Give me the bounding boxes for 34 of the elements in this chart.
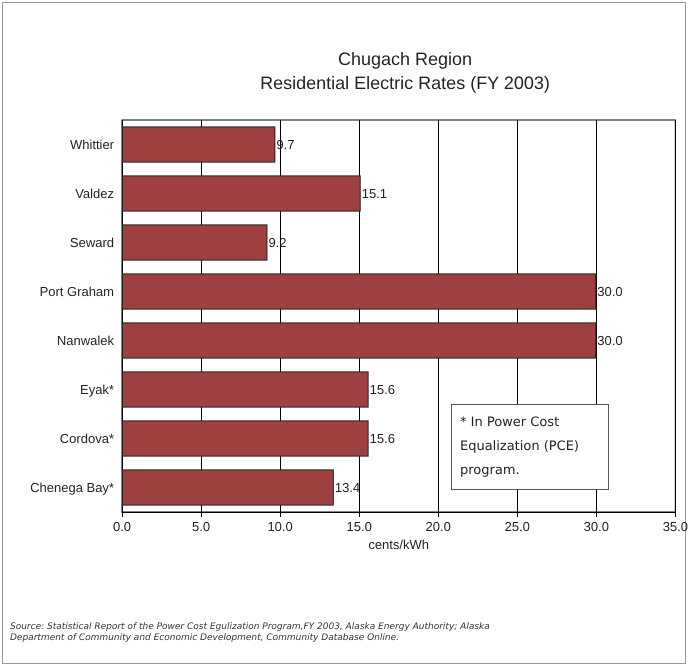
y-tick-label: Chenega Bay* — [30, 480, 114, 495]
x-tick-label: 5.0 — [192, 519, 210, 534]
x-tick-label: 0.0 — [112, 519, 132, 534]
data-label: 30.0 — [597, 284, 623, 299]
x-tick-label: 30.0 — [584, 519, 609, 534]
data-label: 30.0 — [597, 333, 623, 348]
y-tick-label: Whittier — [70, 137, 115, 152]
bar — [122, 420, 369, 457]
y-tick-label: Nanwalek — [56, 333, 114, 348]
x-tick-label: 20.0 — [426, 519, 451, 534]
x-tick-label: 35.0 — [662, 519, 688, 534]
y-tick-label: Seward — [70, 235, 114, 250]
y-tick-label: Cordova* — [60, 431, 114, 446]
data-label: 15.1 — [362, 186, 388, 201]
y-tick-label: Eyak* — [80, 382, 114, 397]
note-box: * In Power Cost Equalization (PCE) program. — [451, 404, 609, 490]
y-tick-label: Port Graham — [40, 284, 114, 299]
data-label: 15.6 — [370, 382, 395, 397]
x-axis-title: cents/kWh — [368, 536, 430, 552]
chart-subtitle: Residential Electric Rates (FY 2003) — [260, 73, 550, 93]
source-note: Source: Statistical Report of the Power Cost Egulization Program,FY 2003, Alaska Energy Authority; Alaska Department of Community and Economic Development, Community Database Online. — [10, 622, 491, 644]
x-tick-label: 10.0 — [267, 519, 293, 534]
x-tick-label: 15.0 — [346, 519, 372, 534]
bar — [122, 273, 596, 310]
bar — [122, 469, 334, 506]
x-tick-label: 25.0 — [504, 519, 530, 534]
bar — [122, 224, 268, 261]
y-tick-label: Valdez — [75, 186, 114, 201]
bar — [122, 322, 596, 359]
chart-title: Chugach Region — [338, 49, 472, 69]
bar — [122, 126, 276, 163]
bar — [122, 175, 361, 212]
bar — [122, 371, 369, 408]
data-label: 15.6 — [370, 431, 395, 446]
